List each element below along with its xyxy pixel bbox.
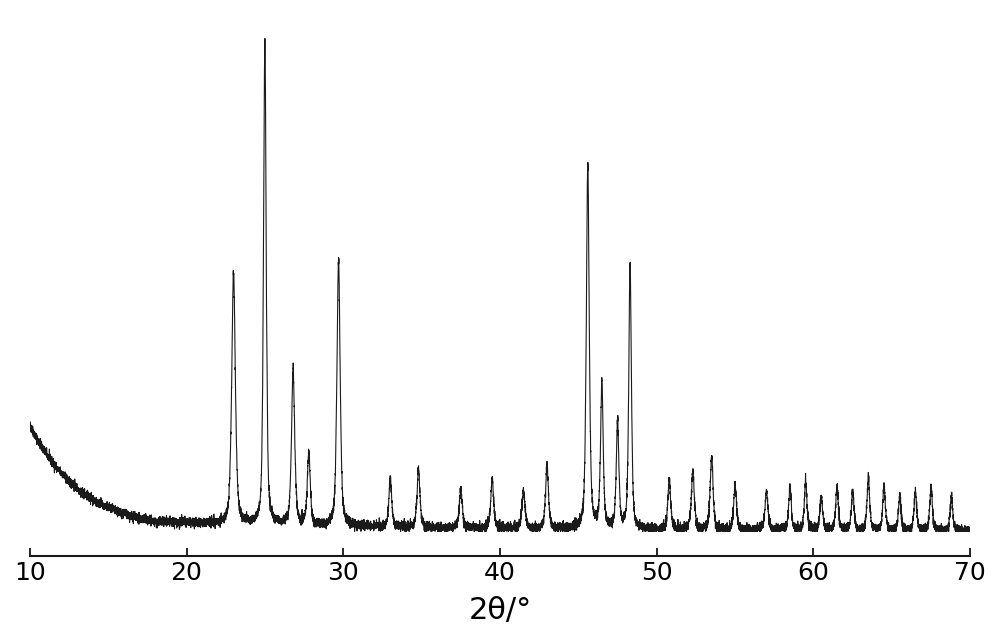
X-axis label: 2θ/°: 2θ/° (468, 596, 532, 625)
